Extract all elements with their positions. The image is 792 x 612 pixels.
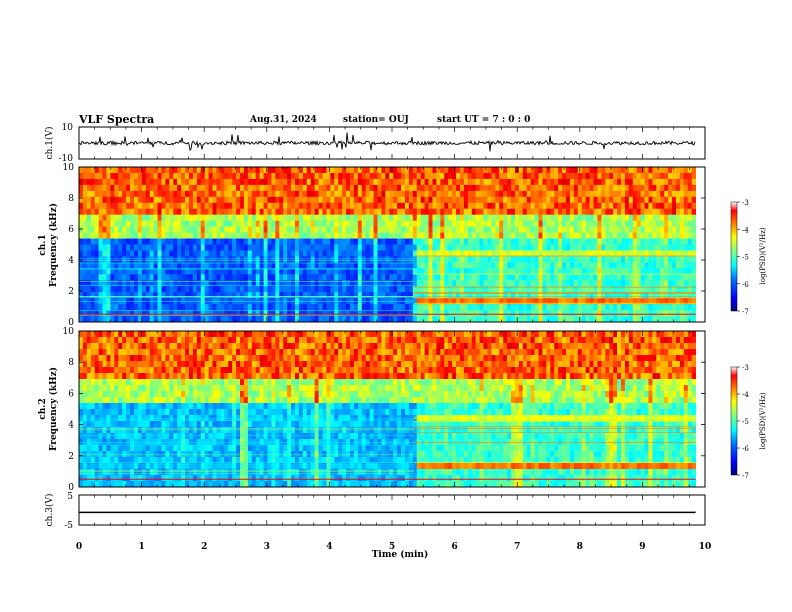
ch2-colorbar [730,366,738,476]
spec-ytick-label: 0 [68,483,74,493]
colorbar-tick-label: -4 [742,391,749,399]
time-tick-label: 2 [201,542,207,552]
ch1-spec-ylabel-2: Frequency (kHz) [48,203,59,287]
colorbar-tick-label: -6 [742,281,749,289]
station-label: station= OUJ [343,115,409,125]
time-tick-label: 10 [699,542,712,552]
spec-ytick-label: 10 [63,163,75,173]
spec-ytick-label: 0 [68,318,74,328]
ch1-waveform-panel: 10 -10 ch.1(V) [44,123,706,164]
colorbar-tick-label: -3 [742,199,749,207]
time-tick-label: 1 [138,542,144,552]
chart-title: VLF Spectra [79,113,155,126]
ch1-waveform-path [79,132,696,152]
spec-ytick-label: 8 [68,194,74,204]
time-axis-label: Time (min) [372,549,429,560]
ch1-ytick-bottom: -10 [59,154,74,164]
ch2-spectrogram-image [79,331,705,487]
spec-ytick-label: 6 [68,389,74,399]
time-tick-label: 9 [639,542,645,552]
spec-ytick-label: 4 [68,421,74,431]
ch1-spectrogram-image [79,167,705,322]
colorbar-tick-label: -4 [742,226,749,234]
spec-ytick-label: 2 [68,287,74,297]
colorbar-tick-label: -6 [742,445,749,453]
ch1-waveform-trace [79,132,696,152]
time-tick-label: 6 [451,542,457,552]
ch1-ytick-top: 10 [62,123,74,133]
colorbar-tick-label: -7 [742,308,749,316]
colorbar-tick-label: -5 [742,254,749,262]
ch3-waveform-panel: 5 -5 ch.3(V) [44,492,706,531]
ch1-colorbar-label: log(PSD)(V²/Hz) [759,227,767,284]
time-tick-label: 7 [514,542,520,552]
spec-ytick-label: 6 [68,225,74,235]
spec-ytick-label: 10 [63,327,75,337]
ch3-waveform-ylabel: ch.3(V) [44,494,55,527]
spec-ytick-label: 2 [68,452,74,462]
start-ut-label: start UT = 7 : 0 : 0 [437,115,531,125]
date-label: Aug.31, 2024 [250,115,317,125]
time-tick-label: 3 [264,542,270,552]
spec-ytick-label: 4 [68,256,74,266]
time-tick-label: 0 [76,542,82,552]
ch1-colorbar [730,201,738,312]
ch2-spec-ylabel-1: ch.2 [38,398,48,419]
colorbar-tick-label: -3 [742,364,749,372]
spec-ytick-label: 8 [68,358,74,368]
ch2-colorbar-label: log(PSD)(V²/Hz) [759,392,767,449]
ch1-waveform-ylabel: ch.1(V) [44,127,55,160]
colorbar-tick-label: -7 [742,472,749,480]
time-axis: 0 1 2 3 4 5 6 7 8 9 10 [76,127,711,552]
ch1-spec-ylabel-1: ch.1 [38,234,48,255]
ch3-ytick-top: 5 [67,492,73,502]
ch2-spec-ylabel-2: Frequency (kHz) [48,367,59,451]
colorbar-tick-label: -5 [742,418,749,426]
ch3-ytick-bottom: -5 [64,521,73,531]
time-tick-label: 5 [389,542,395,552]
time-tick-label: 4 [326,542,332,552]
time-tick-label: 8 [577,542,583,552]
